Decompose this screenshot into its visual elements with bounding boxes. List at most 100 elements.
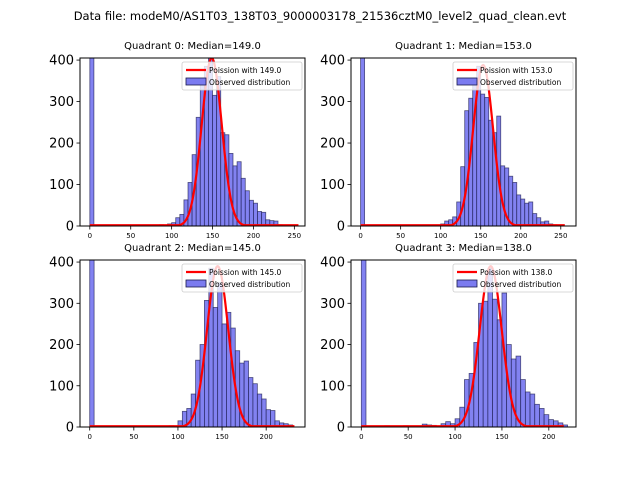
quadrant-0-plot-area xyxy=(89,58,299,226)
histogram-bar xyxy=(261,398,267,427)
poisson-curve xyxy=(361,265,564,427)
y-tick-label: 0 xyxy=(337,220,345,235)
histogram-bar xyxy=(520,379,526,427)
histogram-bar xyxy=(512,182,518,226)
histogram-bar xyxy=(510,358,517,427)
histogram-bar xyxy=(252,383,258,427)
y-tick-label: 400 xyxy=(320,54,345,69)
x-tick-label: 0 xyxy=(88,232,92,240)
quadrant-0-axes: Quadrant 0: Median=149.0 0 100 200 300 400 0 50… xyxy=(49,41,306,240)
y-tick-label: 100 xyxy=(49,379,74,394)
histogram-bar xyxy=(212,94,218,226)
y-tick-label: 200 xyxy=(320,338,345,353)
x-tick-label: 150 xyxy=(474,232,487,240)
histogram-bar xyxy=(488,119,494,226)
histogram-bar xyxy=(480,93,486,226)
legend: Poission with 145.0 Observed distribution xyxy=(181,263,303,293)
legend-bar-swatch xyxy=(185,279,207,288)
histogram-bar xyxy=(89,58,95,226)
histogram-bar xyxy=(261,211,267,226)
x-tick-label: 200 xyxy=(542,433,555,441)
y-tick-label: 400 xyxy=(49,54,74,69)
x-tick-label: 200 xyxy=(259,433,272,441)
x-tick-label: 50 xyxy=(126,232,135,240)
legend-bar-swatch xyxy=(456,77,478,86)
quadrant-title: Quadrant 3: Median=138.0 xyxy=(395,243,532,254)
x-tick-label: 100 xyxy=(448,433,461,441)
y-tick-label: 300 xyxy=(320,297,345,312)
histogram-bar xyxy=(89,260,95,427)
y-tick-label: 0 xyxy=(337,421,345,436)
histogram-bar xyxy=(492,298,498,427)
x-tick-label: 0 xyxy=(359,433,363,441)
y-tick-label: 100 xyxy=(49,178,74,193)
histogram-bar xyxy=(360,58,366,226)
y-tick-label: 300 xyxy=(49,95,74,110)
histogram-bar xyxy=(217,282,223,427)
histogram-bar xyxy=(534,403,540,427)
axes-frame xyxy=(350,259,577,428)
poisson-curve xyxy=(89,58,299,226)
histogram-bar xyxy=(253,202,258,226)
histogram-bar xyxy=(496,319,503,427)
y-tick-label: 0 xyxy=(66,220,74,235)
histogram-bar xyxy=(257,211,263,226)
histogram-bar xyxy=(516,194,522,226)
histogram-bar xyxy=(221,323,227,427)
quadrant-title: Quadrant 1: Median=153.0 xyxy=(395,41,532,52)
legend-box xyxy=(452,263,574,293)
x-tick-label: 150 xyxy=(215,433,228,441)
y-tick-label: 200 xyxy=(49,137,74,152)
legend-bar-swatch xyxy=(185,77,207,86)
legend: Poission with 153.0 Observed distribution xyxy=(452,61,574,91)
legend-bar-swatch xyxy=(456,279,478,288)
legend: Poission with 149.0 Observed distribution xyxy=(181,61,303,91)
quadrant-2-axes: Quadrant 2: Median=145.0 0 100 200 300 400 0 50… xyxy=(49,243,306,441)
y-tick-label: 100 xyxy=(320,178,345,193)
histogram-bar xyxy=(248,199,254,226)
axes-frame xyxy=(350,57,577,227)
legend-label-poisson: Poission with 149.0 xyxy=(209,66,282,75)
histogram-bar xyxy=(212,307,219,427)
figure-suptitle: Data file: modeM0/AS1T03_138T03_90000031… xyxy=(73,9,567,23)
x-tick-label: 250 xyxy=(554,232,567,240)
histogram-bar xyxy=(270,410,276,427)
x-tick-label: 50 xyxy=(404,433,413,441)
histogram-bar xyxy=(360,260,367,427)
histogram-bar xyxy=(484,97,490,226)
y-tick-label: 300 xyxy=(320,95,345,110)
x-tick-label: 100 xyxy=(434,232,447,240)
histogram-bar xyxy=(240,177,246,226)
histogram-bar xyxy=(524,202,530,226)
histogram-bar xyxy=(256,393,263,427)
quadrant-1-axes: Quadrant 1: Median=153.0 0 100 200 300 400 0 50… xyxy=(320,41,577,240)
legend-box xyxy=(181,263,303,293)
histogram-bar xyxy=(236,161,242,226)
legend-label-poisson: Poission with 138.0 xyxy=(480,268,553,277)
y-tick-label: 200 xyxy=(320,137,345,152)
legend-label-observed: Observed distribution xyxy=(209,280,290,289)
y-tick-label: 400 xyxy=(320,256,345,271)
poisson-curve xyxy=(360,63,565,226)
x-tick-label: 100 xyxy=(165,232,178,240)
x-tick-label: 200 xyxy=(514,232,527,240)
y-tick-label: 400 xyxy=(49,256,74,271)
histogram-bar xyxy=(248,377,254,427)
y-tick-label: 0 xyxy=(66,421,74,436)
quadrant-title: Quadrant 2: Median=145.0 xyxy=(124,243,261,254)
x-tick-label: 250 xyxy=(288,232,301,240)
histogram-bar xyxy=(539,408,545,427)
histogram-bar xyxy=(265,409,271,427)
legend-box xyxy=(452,61,574,91)
x-tick-label: 0 xyxy=(87,433,91,441)
x-tick-label: 150 xyxy=(206,232,219,240)
axes-frame xyxy=(79,57,306,227)
x-tick-label: 50 xyxy=(396,232,405,240)
x-tick-label: 50 xyxy=(129,433,138,441)
histogram-bar xyxy=(244,190,250,226)
x-tick-label: 0 xyxy=(358,232,362,240)
poisson-curve xyxy=(89,265,295,427)
y-tick-label: 100 xyxy=(320,379,345,394)
legend-box xyxy=(181,61,303,91)
